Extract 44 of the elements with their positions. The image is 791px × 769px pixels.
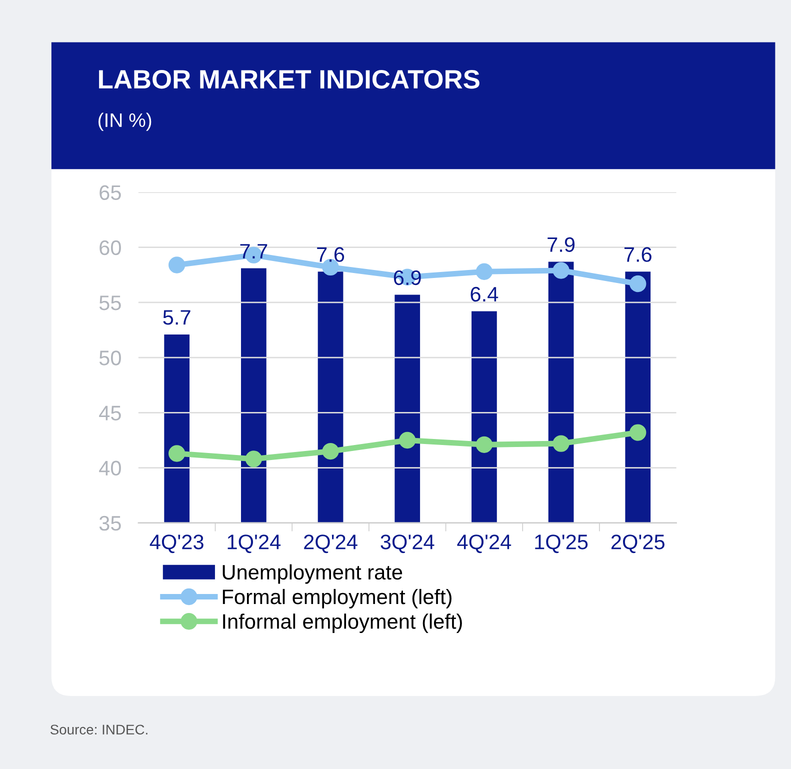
- data-label: 7.6: [317, 247, 344, 262]
- chart-title: LABOR MARKET INDICATORS: [99, 70, 480, 89]
- bar: [472, 311, 497, 523]
- y-tick-label: 40: [99, 460, 121, 476]
- y-tick-label: 65: [100, 185, 121, 200]
- x-tick-label: 1Q'24: [228, 534, 281, 554]
- x-tick-label: 2Q'24: [304, 534, 358, 554]
- y-tick-label: 55: [99, 296, 121, 310]
- point: [476, 436, 493, 453]
- y-tick-label: 50: [99, 350, 121, 366]
- point: [245, 450, 262, 468]
- x-tick-label: 2Q'25: [611, 534, 664, 554]
- data-label: 6.4: [470, 286, 498, 302]
- point: [168, 445, 186, 462]
- data-label: 7.6: [624, 247, 652, 262]
- point: [552, 262, 570, 279]
- point: [552, 435, 570, 452]
- point: [399, 432, 416, 449]
- data-label: 5.7: [163, 310, 190, 325]
- bar: [318, 272, 344, 523]
- x-tick-label: 3Q'24: [380, 534, 434, 554]
- x-tick-label: 1Q'25: [535, 534, 588, 554]
- point: [476, 263, 493, 280]
- x-tick-label: 4Q'23: [150, 534, 204, 554]
- y-tick-label: 60: [100, 240, 121, 256]
- data-label: 7.9: [548, 237, 575, 252]
- x-tick-label: 4Q'24: [457, 534, 512, 554]
- y-tick-label: 45: [99, 406, 121, 420]
- source-note: Source: INDEC.: [50, 724, 148, 735]
- bar: [164, 334, 190, 523]
- data-label: 6.9: [394, 270, 421, 286]
- legend-label: Formal employment (left): [222, 588, 452, 608]
- bar: [548, 262, 574, 523]
- legend-label: Informal employment (left): [223, 614, 462, 633]
- bar: [394, 294, 420, 523]
- point: [168, 256, 186, 274]
- point: [322, 442, 339, 460]
- chart-subtitle: (IN %): [98, 112, 152, 131]
- bar: [241, 268, 266, 523]
- bar: [625, 272, 651, 523]
- point: [630, 275, 646, 292]
- y-tick-label: 35: [99, 516, 121, 531]
- legend-label: Unemployment rate: [222, 564, 402, 584]
- point: [630, 424, 646, 441]
